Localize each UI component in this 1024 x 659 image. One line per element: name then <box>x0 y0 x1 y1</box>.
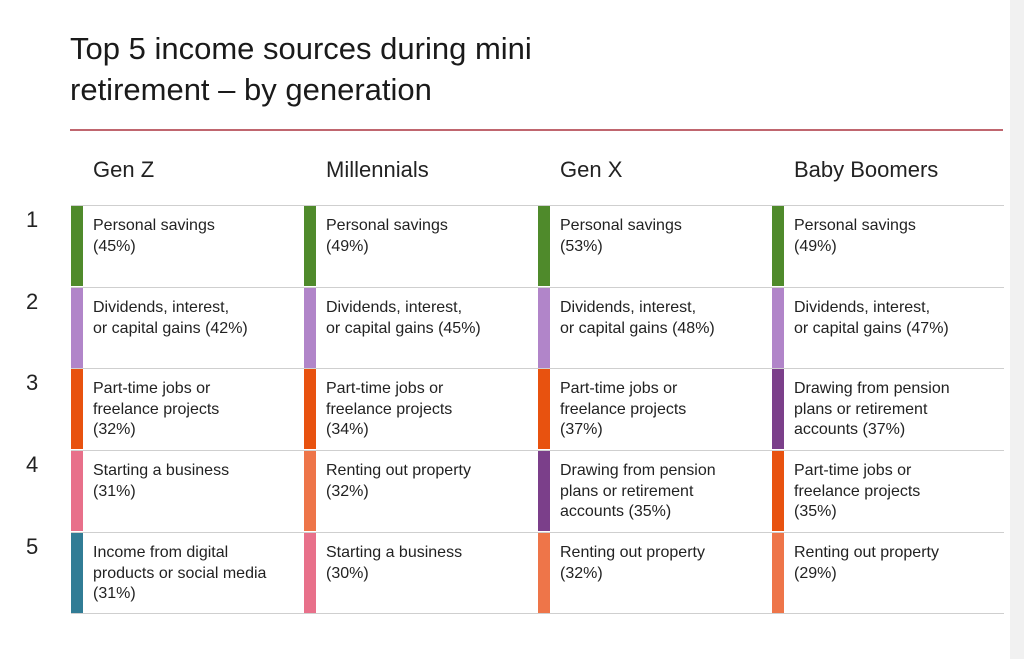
income-source-label: Dividends, interest, or capital gains (4… <box>326 299 481 337</box>
category-color-bar <box>538 369 550 449</box>
title-divider <box>70 129 1003 131</box>
income-source-cell: Part-time jobs or freelance projects (35… <box>772 450 1004 531</box>
income-source-cell: Starting a business (31%) <box>71 450 304 531</box>
income-source-cell: Drawing from pension plans or retirement… <box>538 450 772 531</box>
category-color-bar <box>71 369 83 449</box>
category-color-bar <box>538 451 550 531</box>
page-edge <box>1010 0 1024 659</box>
income-source-label: Starting a business (31%) <box>93 462 230 500</box>
income-source-label: Dividends, interest, or capital gains (4… <box>93 299 248 337</box>
category-color-bar <box>71 451 83 531</box>
generation-header: Gen Z <box>93 157 155 182</box>
income-source-label: Personal savings (49%) <box>794 217 916 255</box>
income-source-cell: Part-time jobs or freelance projects (32… <box>71 368 304 449</box>
category-color-bar <box>304 533 316 613</box>
category-color-bar <box>304 369 316 449</box>
income-source-label: Dividends, interest, or capital gains (4… <box>560 299 715 337</box>
income-source-label: Personal savings (53%) <box>560 217 682 255</box>
generation-header: Baby Boomers <box>794 157 939 182</box>
rank-number: 4 <box>26 452 39 477</box>
income-source-cell: Income from digital products or social m… <box>71 532 304 613</box>
income-source-label: Personal savings (49%) <box>326 217 448 255</box>
rank-number: 1 <box>26 207 39 232</box>
category-color-bar <box>71 206 83 286</box>
rank-number: 2 <box>26 289 39 314</box>
category-color-bar <box>304 288 316 368</box>
category-color-bar <box>772 206 784 286</box>
category-color-bar <box>772 533 784 613</box>
category-color-bar <box>772 369 784 449</box>
category-color-bar <box>772 451 784 531</box>
income-source-cell: Part-time jobs or freelance projects (37… <box>538 368 772 449</box>
rank-number: 3 <box>26 370 39 395</box>
category-color-bar <box>71 288 83 368</box>
income-source-label: Income from digital products or social m… <box>93 544 267 602</box>
category-color-bar <box>538 288 550 368</box>
income-source-label: Renting out property (29%) <box>794 544 939 582</box>
income-source-cell: Starting a business (30%) <box>304 532 538 613</box>
income-source-cell: Drawing from pension plans or retirement… <box>772 368 1004 449</box>
category-color-bar <box>304 451 316 531</box>
income-source-cell: Personal savings (53%) <box>538 205 772 286</box>
income-source-label: Drawing from pension plans or retirement… <box>794 380 950 438</box>
generation-header: Millennials <box>326 157 429 182</box>
rank-number: 5 <box>26 534 39 559</box>
income-source-label: Part-time jobs or freelance projects (32… <box>93 380 220 438</box>
income-source-label: Part-time jobs or freelance projects (34… <box>326 380 453 438</box>
generation-header: Gen X <box>560 157 623 182</box>
income-source-cell: Personal savings (49%) <box>772 205 1004 286</box>
income-source-cell: Renting out property (32%) <box>304 450 538 531</box>
category-color-bar <box>538 206 550 286</box>
table-bottom-border <box>71 613 1004 614</box>
income-source-label: Drawing from pension plans or retirement… <box>560 462 716 520</box>
income-source-label: Renting out property (32%) <box>326 462 471 500</box>
income-source-cell: Part-time jobs or freelance projects (34… <box>304 368 538 449</box>
income-source-cell: Dividends, interest, or capital gains (4… <box>71 287 304 368</box>
income-source-label: Part-time jobs or freelance projects (37… <box>560 380 687 438</box>
category-color-bar <box>304 206 316 286</box>
category-color-bar <box>772 288 784 368</box>
income-source-cell: Dividends, interest, or capital gains (4… <box>772 287 1004 368</box>
income-source-cell: Renting out property (32%) <box>538 532 772 613</box>
page-title: Top 5 income sources during mini retirem… <box>70 31 532 107</box>
income-source-label: Personal savings (45%) <box>93 217 215 255</box>
income-source-cell: Dividends, interest, or capital gains (4… <box>304 287 538 368</box>
income-source-cell: Personal savings (45%) <box>71 205 304 286</box>
income-source-label: Renting out property (32%) <box>560 544 705 582</box>
category-color-bar <box>71 533 83 613</box>
income-source-label: Starting a business (30%) <box>326 544 463 582</box>
income-source-cell: Dividends, interest, or capital gains (4… <box>538 287 772 368</box>
income-source-label: Dividends, interest, or capital gains (4… <box>794 299 949 337</box>
income-source-cell: Personal savings (49%) <box>304 205 538 286</box>
income-source-label: Part-time jobs or freelance projects (35… <box>794 462 921 520</box>
category-color-bar <box>538 533 550 613</box>
income-source-cell: Renting out property (29%) <box>772 532 1004 613</box>
